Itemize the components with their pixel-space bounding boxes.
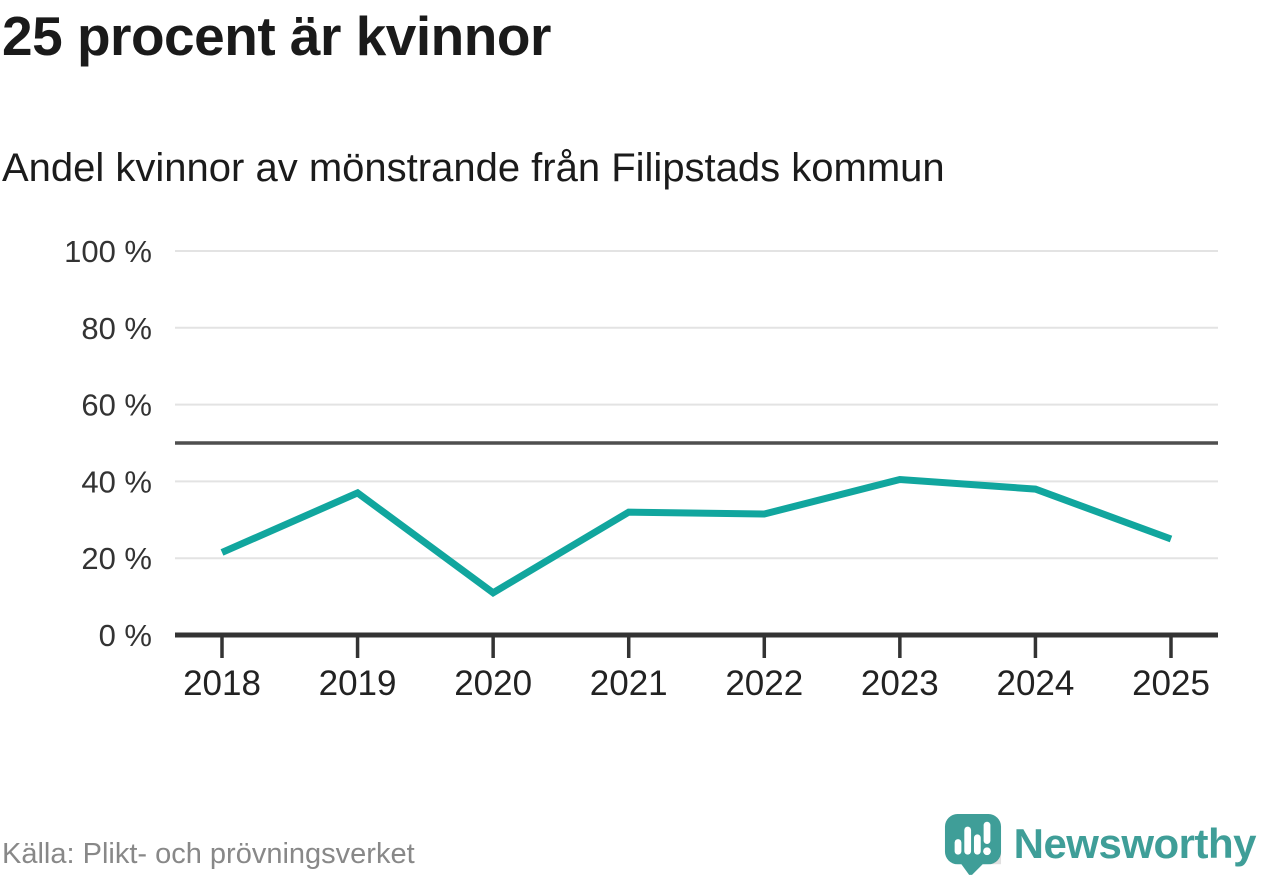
brand-name: Newsworthy	[1013, 820, 1257, 867]
logo-exclamation-dot	[982, 847, 991, 856]
y-tick-label: 40 %	[81, 464, 152, 499]
x-tick-label: 2022	[725, 664, 803, 703]
brand-logo: Newsworthy	[944, 813, 1257, 875]
y-tick-label: 60 %	[81, 388, 152, 423]
logo-bar-short	[954, 839, 962, 855]
logo-exclamation-bar	[983, 821, 991, 844]
source-caption: Källa: Plikt- och prövningsverket	[2, 838, 415, 870]
newsworthy-speech-bubble-bar-chart-icon	[944, 814, 1001, 875]
x-tick-label: 2020	[454, 664, 532, 703]
x-tick-label: 2021	[590, 664, 668, 703]
chart-subtitle: Andel kvinnor av mönstrande från Filipst…	[2, 146, 945, 190]
y-tick-label: 80 %	[81, 311, 152, 346]
x-tick-label: 2023	[861, 664, 939, 703]
y-tick-label: 20 %	[81, 541, 152, 576]
data-line-share-of-women	[220, 475, 1173, 597]
x-tick-label: 2024	[996, 664, 1074, 703]
page-title: 25 procent är kvinnor	[2, 5, 551, 67]
x-tick-label: 2019	[319, 664, 397, 703]
y-tick-label: 100 %	[64, 234, 152, 269]
logo-bar-tall	[963, 826, 971, 855]
x-tick-label: 2025	[1132, 664, 1210, 703]
y-tick-label: 0 %	[99, 618, 152, 653]
line-chart: 0 % 20 % 40 % 60 % 80 % 100 % 2018 2019 2020 2021…	[64, 234, 1218, 703]
logo-bar-medium	[973, 834, 981, 855]
x-tick-label: 2018	[183, 664, 261, 703]
